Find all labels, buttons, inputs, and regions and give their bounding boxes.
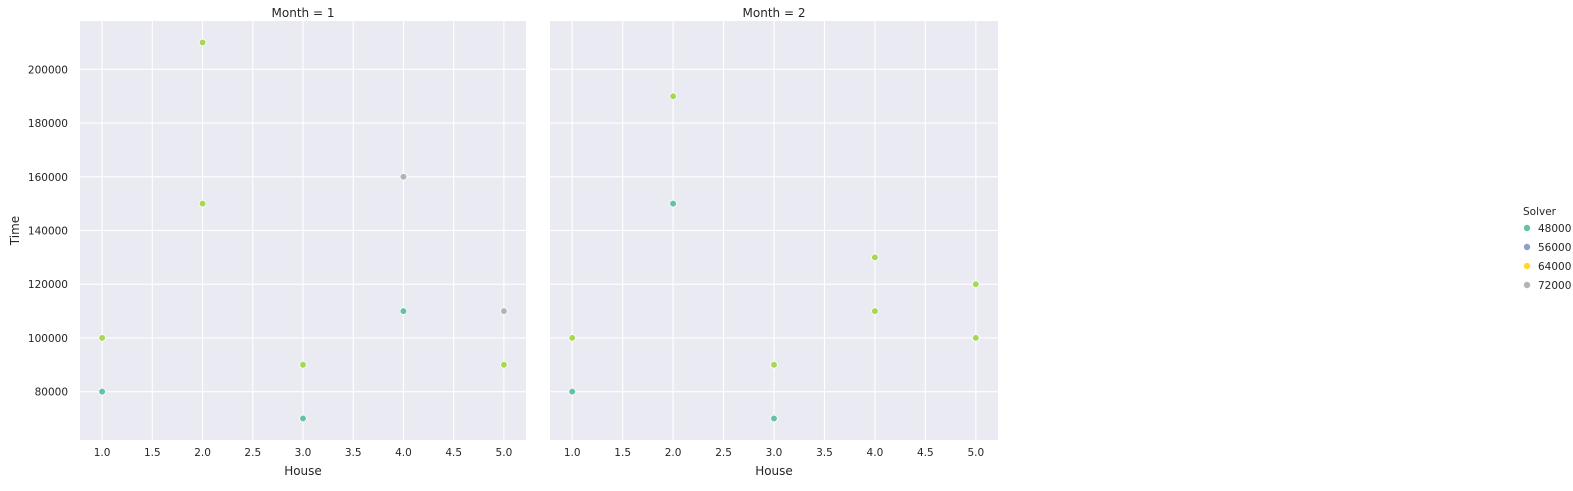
x-tick-label: 1.0 <box>564 447 581 459</box>
y-tick-label: 160000 <box>28 172 68 184</box>
data-point <box>972 334 980 342</box>
legend-entry-label: 48000 <box>1538 223 1571 235</box>
x-tick-label: 3.0 <box>766 447 783 459</box>
data-point <box>500 307 508 315</box>
x-tick-label: 1.0 <box>94 447 111 459</box>
y-tick-label: 80000 <box>35 387 68 399</box>
data-point <box>669 199 677 208</box>
panel-title: Month = 1 <box>272 6 335 20</box>
x-tick-label: 5.0 <box>967 447 984 459</box>
x-tick-label: 1.5 <box>144 447 161 459</box>
x-tick-label: 3.5 <box>345 447 362 459</box>
y-tick-label: 140000 <box>28 226 68 238</box>
x-tick-label: 5.0 <box>496 447 513 459</box>
x-axis-label: House <box>284 464 322 478</box>
panel-title: Month = 2 <box>743 6 806 20</box>
legend-entry-label: 64000 <box>1538 261 1571 273</box>
y-tick-label: 180000 <box>28 118 68 130</box>
y-axis-label: Time <box>8 216 22 246</box>
legend-title: Solver <box>1523 206 1557 218</box>
data-point <box>500 360 508 369</box>
data-point <box>299 360 307 369</box>
data-point <box>972 280 980 289</box>
x-tick-label: 2.5 <box>715 447 732 459</box>
data-point <box>98 387 106 396</box>
data-point <box>568 334 576 342</box>
y-tick-label: 120000 <box>28 279 68 291</box>
data-point <box>299 414 307 423</box>
data-point <box>399 307 408 315</box>
x-tick-label: 4.5 <box>445 447 462 459</box>
legend-marker <box>1523 280 1532 289</box>
y-tick-label: 200000 <box>28 64 68 76</box>
x-tick-label: 2.0 <box>194 447 211 459</box>
x-tick-label: 3.0 <box>295 447 312 459</box>
x-tick-label: 4.5 <box>917 447 934 459</box>
data-point <box>669 92 677 101</box>
data-point <box>98 334 106 342</box>
legend-marker <box>1523 261 1532 270</box>
data-point <box>198 199 207 208</box>
legend-entry-label: 72000 <box>1538 280 1571 292</box>
data-point <box>871 307 879 315</box>
legend-marker <box>1523 223 1532 232</box>
x-tick-label: 3.5 <box>816 447 833 459</box>
legend-entry-label: 56000 <box>1538 242 1571 254</box>
x-tick-label: 2.5 <box>244 447 261 459</box>
x-axis-label: House <box>755 464 793 478</box>
data-point <box>568 387 576 396</box>
data-point <box>770 414 778 423</box>
legend-marker <box>1523 242 1532 251</box>
x-tick-label: 4.0 <box>867 447 884 459</box>
x-tick-label: 2.0 <box>665 447 682 459</box>
data-point <box>399 172 408 181</box>
data-point <box>871 253 879 262</box>
x-tick-label: 4.0 <box>395 447 412 459</box>
y-tick-label: 100000 <box>28 333 68 345</box>
x-tick-label: 1.5 <box>614 447 631 459</box>
data-point <box>770 360 778 369</box>
data-point <box>198 38 207 47</box>
